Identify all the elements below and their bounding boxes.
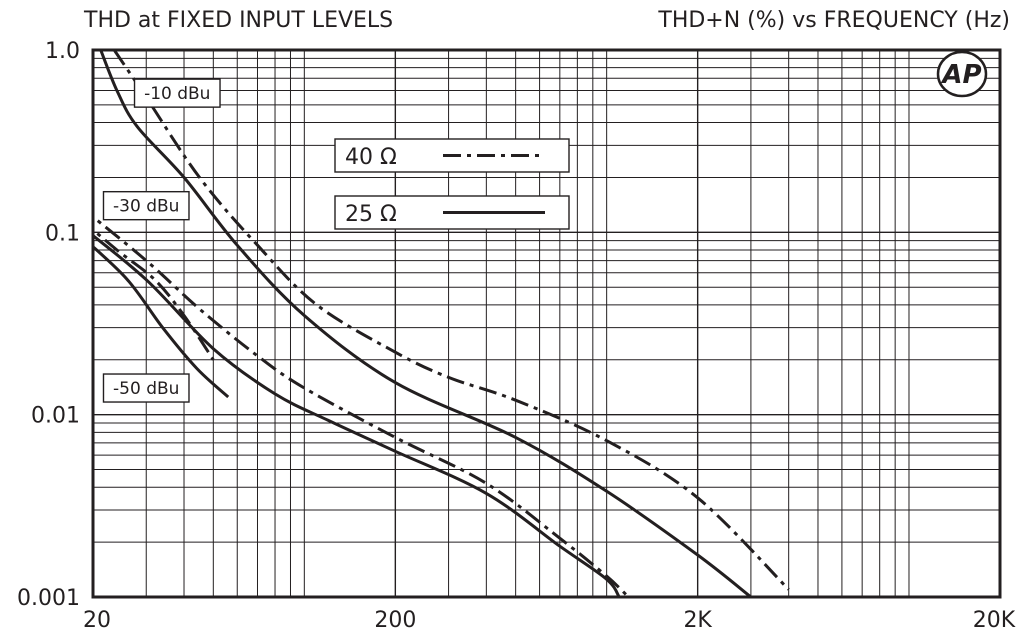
level-label-text: -10 dBu <box>144 84 210 104</box>
level-label-text: -30 dBu <box>113 197 179 217</box>
legend-label: 25 Ω <box>345 202 397 227</box>
legend: 40 Ω 25 Ω <box>334 138 570 230</box>
legend-label: 40 Ω <box>345 145 397 170</box>
ap-logo: AP <box>936 50 988 98</box>
chart-subtitle: THD+N (%) vs FREQUENCY (Hz) <box>657 8 1010 33</box>
level-label-text: -50 dBu <box>113 379 179 399</box>
series-line-10-dbu-25 <box>99 50 752 597</box>
series-line-30-dbu-25 <box>93 233 621 597</box>
plot-frame <box>91 48 1002 599</box>
series-line-50-dbu-25 <box>93 244 230 399</box>
series-line-10-dbu-40 <box>112 50 790 591</box>
level-label-box <box>102 190 190 221</box>
y-tick-label: 0.001 <box>17 586 80 611</box>
y-tick-label: 1.0 <box>45 39 80 64</box>
logo-mark: AP <box>940 60 981 90</box>
level-label: -30 dBu <box>102 190 190 221</box>
grid <box>93 50 1000 597</box>
level-label: -50 dBu <box>102 373 190 403</box>
legend-entry: 40 Ω <box>334 138 570 173</box>
level-label-box <box>133 78 221 108</box>
legend-entry: 25 Ω <box>334 195 570 230</box>
logo-ring <box>936 50 988 98</box>
axes: 20 200 2K 20K 1.0 0.1 0.01 0.001 <box>17 39 1016 633</box>
x-tick-label: 20K <box>973 608 1016 633</box>
x-tick-label: 200 <box>374 608 416 633</box>
level-labels: -10 dBu -30 dBu -50 dBu <box>102 78 221 403</box>
y-tick-label: 0.1 <box>45 221 80 246</box>
level-label: -10 dBu <box>133 78 221 108</box>
x-tick-label: 2K <box>683 608 712 633</box>
series-line-30-dbu-40 <box>93 214 630 597</box>
series-line-50-dbu-40 <box>93 227 215 361</box>
y-tick-label: 0.01 <box>31 404 80 429</box>
level-label-box <box>102 373 190 403</box>
series-lines <box>93 50 790 597</box>
x-tick-label: 20 <box>83 608 111 633</box>
chart-title: THD at FIXED INPUT LEVELS <box>83 8 393 33</box>
